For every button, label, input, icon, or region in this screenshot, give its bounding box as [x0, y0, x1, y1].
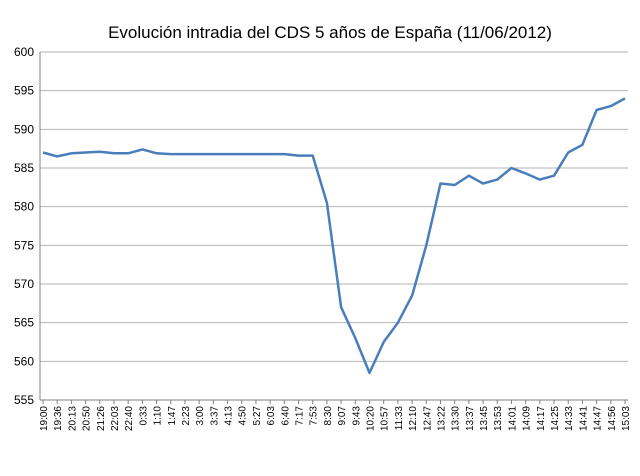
x-tick-label: 3:00 [195, 406, 206, 426]
series-line-0 [42, 97, 626, 375]
x-axis-ticks: 19:00 19:36 20:13 20:50 21:26 22:03 22:40 0:33 1… [39, 400, 632, 431]
x-tick-label: 14:41 [578, 406, 589, 431]
x-tick-label: 20:13 [67, 406, 78, 431]
x-tick-label: 12:10 [408, 406, 419, 431]
x-tick-label: 6:40 [280, 406, 291, 426]
x-tick-label: 8:30 [323, 406, 334, 426]
x-tick-label: 13:45 [479, 406, 490, 431]
x-tick-label: 2:23 [181, 406, 192, 426]
x-tick-label: 11:33 [394, 406, 405, 431]
x-tick-label: 1:10 [153, 406, 164, 426]
x-tick-label: 0:33 [138, 406, 149, 426]
x-tick-label: 13:22 [436, 406, 447, 431]
x-tick-label: 4:13 [224, 406, 235, 426]
y-tick-label: 590 [14, 122, 34, 136]
x-tick-label: 14:01 [507, 406, 518, 431]
y-tick-label: 560 [14, 354, 34, 368]
y-tick-label: 585 [14, 161, 34, 175]
x-tick-label: 1:47 [167, 406, 178, 426]
x-tick-label: 13:37 [465, 406, 476, 431]
x-tick-label: 14:09 [522, 406, 533, 431]
x-tick-label: 14:25 [550, 406, 561, 431]
x-tick-label: 4:50 [238, 406, 249, 426]
x-tick-label: 3:37 [209, 406, 220, 426]
x-tick-label: 20:50 [82, 406, 93, 431]
x-tick-label: 13:30 [451, 406, 462, 431]
x-tick-label: 6:03 [266, 406, 277, 426]
y-tick-label: 555 [14, 393, 34, 407]
y-tick-label: 570 [14, 277, 34, 291]
series-layer [42, 97, 626, 375]
y-tick-label: 595 [14, 84, 34, 98]
chart-title: Evolución intradia del CDS 5 años de Esp… [108, 23, 552, 42]
x-tick-label: 10:20 [365, 406, 376, 431]
x-tick-label: 22:40 [124, 406, 135, 431]
y-tick-label: 565 [14, 316, 34, 330]
x-tick-label: 13:53 [493, 406, 504, 431]
x-tick-label: 7:53 [309, 406, 320, 426]
y-axis-ticks: 555 560 565 570 575 580 585 590 595 600 [14, 45, 34, 407]
x-tick-label: 22:03 [110, 406, 121, 431]
x-tick-label: 19:36 [53, 406, 64, 431]
x-tick-label: 19:00 [39, 406, 50, 431]
x-tick-label: 7:17 [295, 406, 306, 426]
y-tick-label: 580 [14, 200, 34, 214]
x-tick-label: 12:47 [422, 406, 433, 431]
x-tick-label: 9:07 [337, 406, 348, 426]
x-tick-label: 14:56 [607, 406, 618, 431]
y-tick-label: 600 [14, 45, 34, 59]
x-tick-label: 14:33 [564, 406, 575, 431]
x-tick-label: 15:03 [621, 406, 632, 431]
x-tick-label: 10:57 [380, 406, 391, 431]
x-tick-label: 9:43 [351, 406, 362, 426]
x-tick-label: 5:27 [252, 406, 263, 426]
x-tick-label: 14:47 [593, 406, 604, 431]
gridlines [40, 51, 628, 362]
x-tick-label: 21:26 [96, 406, 107, 431]
y-tick-label: 575 [14, 238, 34, 252]
x-tick-label: 14:17 [536, 406, 547, 431]
